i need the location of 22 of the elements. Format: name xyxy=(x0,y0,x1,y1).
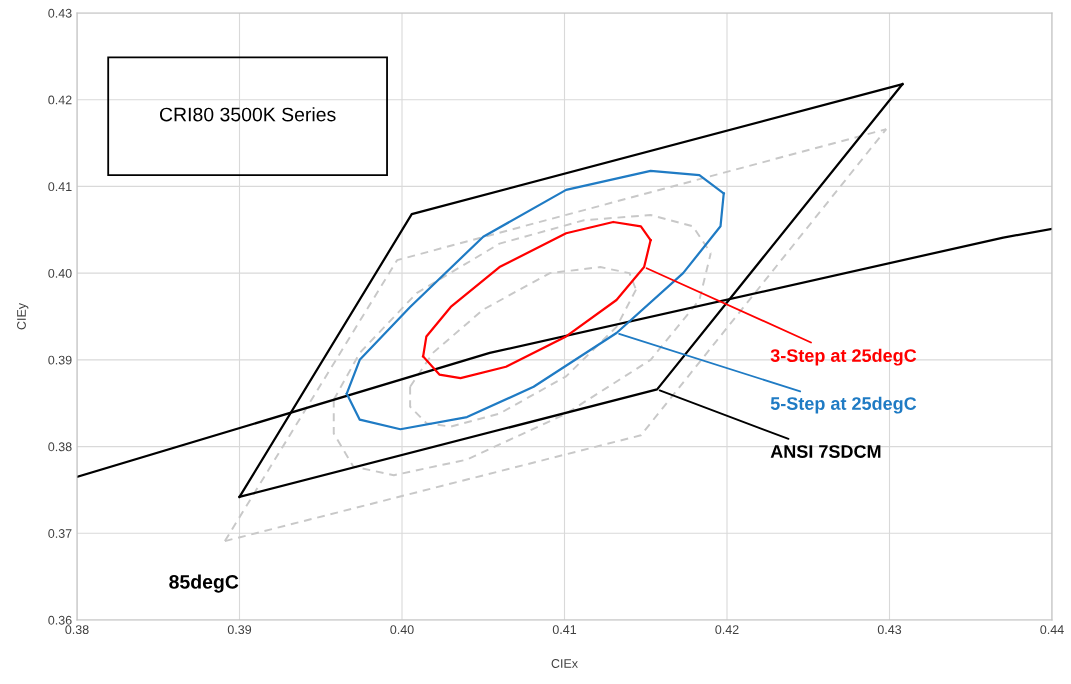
x-tick-label: 0.41 xyxy=(552,625,577,635)
x-tick-label: 0.44 xyxy=(1040,625,1064,635)
y-tick-label: 0.41 xyxy=(48,182,72,192)
y-tick-label: 0.37 xyxy=(48,529,72,538)
text: 3-Step at 25degC xyxy=(770,348,917,366)
x-tick-label: 0.42 xyxy=(715,625,739,635)
annotation: CRI80 3500K Series xyxy=(159,107,336,122)
y-tick-label: 0.38 xyxy=(48,442,72,452)
y-tick-label: 0.36 xyxy=(48,615,72,625)
x-axis-title: CIEx xyxy=(551,659,578,668)
annotation: 85degC xyxy=(169,574,239,593)
y-tick-label: 0.42 xyxy=(48,95,72,105)
x-tick-label: 0.40 xyxy=(390,625,414,635)
text: 5-Step at 25degC xyxy=(770,396,917,414)
y-tick-label: 0.39 xyxy=(48,355,72,365)
text: ANSI 7SDCM xyxy=(770,445,881,458)
x-tick-label: 0.39 xyxy=(227,625,252,635)
x-tick-label: 0.43 xyxy=(877,625,902,635)
y-tick-label: 0.40 xyxy=(48,268,72,278)
x-tick-label: 0.38 xyxy=(65,625,89,635)
y-axis-title: CIEy xyxy=(17,302,29,330)
y-tick-label: 0.43 xyxy=(48,8,72,18)
